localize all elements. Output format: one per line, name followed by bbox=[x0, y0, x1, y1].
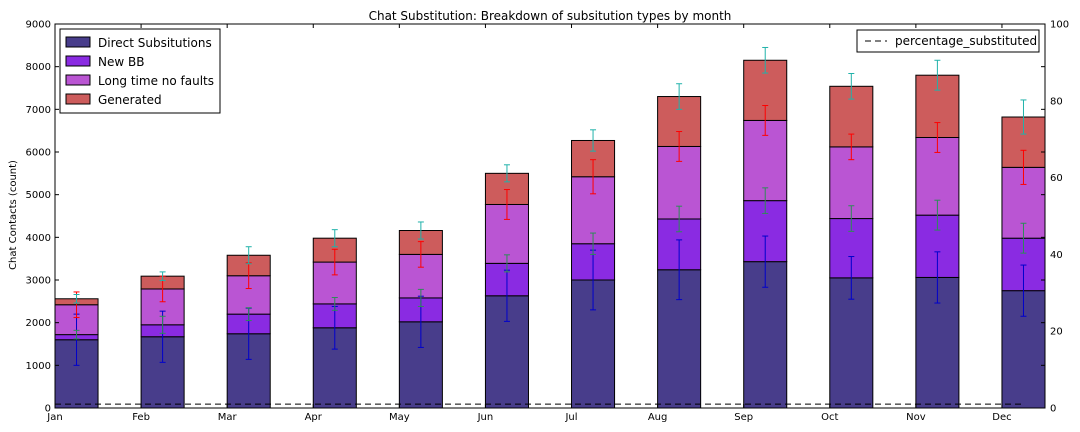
legend-label-s2: New BB bbox=[98, 55, 144, 69]
errorbar-dec-s1 bbox=[1020, 264, 1027, 317]
legend-label-line: percentage_substituted bbox=[895, 34, 1037, 48]
legend-swatch-s2 bbox=[65, 55, 91, 67]
errorbar-dec-s3 bbox=[1020, 149, 1027, 185]
legend-swatch-s4 bbox=[65, 93, 91, 105]
y2-tick-label: 40 bbox=[1050, 250, 1063, 261]
legend-swatch-s3 bbox=[65, 74, 91, 86]
y2-axis: 0 20 40 60 80 100 bbox=[1050, 20, 1069, 415]
legend-right: percentage_substituted bbox=[856, 29, 1040, 53]
x-tick-label: Feb bbox=[132, 412, 150, 423]
y2-tick-label: 80 bbox=[1050, 96, 1063, 107]
errorbar-nov-s4 bbox=[934, 59, 941, 91]
legend-label-s1: Direct Subsitutions bbox=[98, 36, 212, 50]
errorbar-jul-s4 bbox=[590, 129, 597, 152]
y-tick-label: 2000 bbox=[26, 318, 51, 329]
errorbar-apr-s2 bbox=[331, 296, 338, 311]
y-tick-label: 9000 bbox=[26, 20, 51, 31]
errorbar-oct-s4 bbox=[848, 72, 855, 100]
errorbar-sep-s2 bbox=[762, 187, 769, 214]
errorbar-feb-s4 bbox=[159, 271, 166, 281]
errorbar-may-s3 bbox=[417, 241, 424, 268]
x-tick-label: Dec bbox=[992, 412, 1011, 423]
errorbar-jan-s4 bbox=[73, 294, 80, 304]
errorbar-nov-s1 bbox=[934, 251, 941, 304]
y-axis: 0 1000 2000 3000 4000 5000 6000 7000 8000 9000 bbox=[26, 20, 1045, 415]
x-tick-label: Aug bbox=[648, 412, 668, 423]
errorbar-aug-s2 bbox=[676, 205, 683, 233]
x-tick-label: Jul bbox=[564, 412, 577, 423]
y-tick-label: 4000 bbox=[26, 233, 51, 244]
errorbar-aug-s4 bbox=[676, 83, 683, 110]
errorbar-sep-s1 bbox=[762, 235, 769, 288]
errorbar-sep-s3 bbox=[762, 104, 769, 136]
y2-tick-label: 60 bbox=[1050, 173, 1063, 184]
errorbar-feb-s2 bbox=[159, 315, 166, 334]
errorbar-apr-s3 bbox=[331, 248, 338, 276]
x-tick-label: Oct bbox=[821, 412, 838, 423]
errorbar-apr-s4 bbox=[331, 229, 338, 248]
y-tick-label: 1000 bbox=[26, 361, 51, 372]
x-tick-label: Jun bbox=[477, 412, 494, 423]
errorbar-aug-s1 bbox=[676, 239, 683, 301]
x-tick-label: Nov bbox=[906, 412, 926, 423]
errorbar-aug-s3 bbox=[676, 131, 683, 162]
bar-jun-s1 bbox=[484, 295, 529, 409]
errorbar-jan-s2 bbox=[73, 329, 80, 340]
y-tick-label: 7000 bbox=[26, 105, 51, 116]
errorbar-nov-s3 bbox=[934, 122, 941, 153]
y2-tick-label: 20 bbox=[1050, 327, 1063, 338]
legend-swatch-s1 bbox=[65, 36, 91, 48]
legend-left: Direct Subsitutions New BB Long time no fa… bbox=[59, 28, 221, 114]
plot-frame bbox=[54, 23, 1046, 409]
y-axis-label: Chat Contacts (count) bbox=[8, 160, 19, 270]
x-tick-label: Jan bbox=[46, 412, 62, 423]
x-tick-label: May bbox=[389, 412, 410, 423]
y-tick-label: 0 bbox=[45, 404, 51, 415]
errorbar-jun-s3 bbox=[503, 189, 510, 220]
legend-right-frame bbox=[856, 29, 1040, 53]
x-tick-label: Apr bbox=[305, 412, 323, 423]
x-axis: Jan Feb Mar Apr May Jun Jul Aug Sep Oct Nov Dec bbox=[46, 24, 1012, 423]
legend-label-s3: Long time no faults bbox=[98, 74, 214, 88]
errorbar-oct-s3 bbox=[848, 133, 855, 161]
y-tick-label: 8000 bbox=[26, 62, 51, 73]
y2-tick-label: 0 bbox=[1050, 404, 1056, 415]
errorbar-oct-s2 bbox=[848, 205, 855, 232]
errorbar-may-s4 bbox=[417, 221, 424, 240]
legend-label-s4: Generated bbox=[98, 93, 162, 107]
errorbar-jul-s3 bbox=[590, 159, 597, 195]
errorbar-may-s2 bbox=[417, 288, 424, 307]
y-tick-label: 5000 bbox=[26, 190, 51, 201]
chart-title: Chat Substitution: Breakdown of subsitut… bbox=[369, 9, 732, 23]
errorbar-dec-s4 bbox=[1020, 99, 1027, 135]
errorbar-jun-s4 bbox=[503, 164, 510, 183]
errorbar-oct-s1 bbox=[848, 256, 855, 300]
x-tick-label: Mar bbox=[218, 412, 238, 423]
errorbar-nov-s2 bbox=[934, 199, 941, 231]
y-tick-label: 6000 bbox=[26, 148, 51, 159]
y2-tick-label: 100 bbox=[1050, 20, 1069, 31]
y-tick-label: 3000 bbox=[26, 276, 51, 287]
errorbar-mar-s4 bbox=[245, 246, 252, 265]
errorbar-jun-s2 bbox=[503, 254, 510, 273]
errorbar-sep-s4 bbox=[762, 46, 769, 74]
errorbar-mar-s2 bbox=[245, 307, 252, 322]
errorbars-layer bbox=[73, 46, 1027, 366]
errorbar-jul-s2 bbox=[590, 232, 597, 255]
errorbar-dec-s2 bbox=[1020, 222, 1027, 254]
x-tick-label: Sep bbox=[734, 412, 753, 423]
